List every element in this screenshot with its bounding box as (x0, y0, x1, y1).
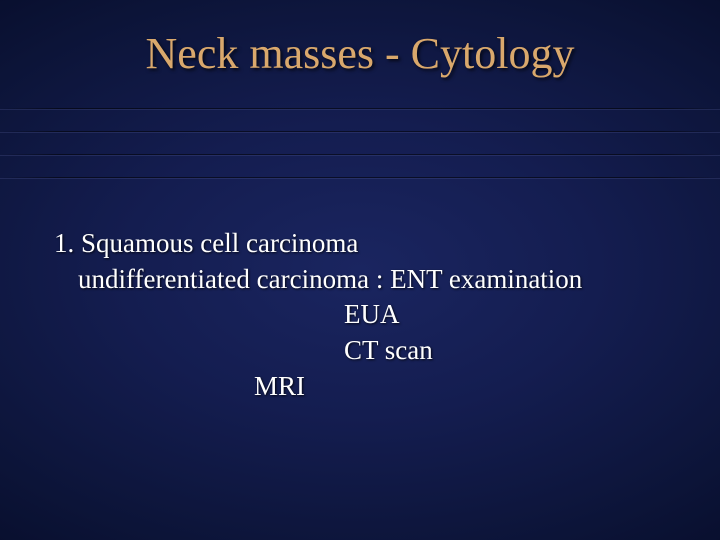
slide-title: Neck masses - Cytology (0, 28, 720, 79)
decorative-line (0, 108, 720, 109)
body-line-5: MRI (54, 369, 700, 405)
slide: Neck masses - Cytology 1. Squamous cell … (0, 0, 720, 540)
body-line-2: undifferentiated carcinoma : ENT examina… (54, 262, 700, 298)
body-line-1: 1. Squamous cell carcinoma (54, 226, 700, 262)
body-line-4: CT scan (54, 333, 700, 369)
slide-body: 1. Squamous cell carcinoma undifferentia… (54, 226, 700, 404)
decorative-line (0, 177, 720, 178)
decorative-line (0, 154, 720, 155)
body-line-3: EUA (54, 297, 700, 333)
decorative-line (0, 131, 720, 132)
decorative-lines (0, 108, 720, 200)
